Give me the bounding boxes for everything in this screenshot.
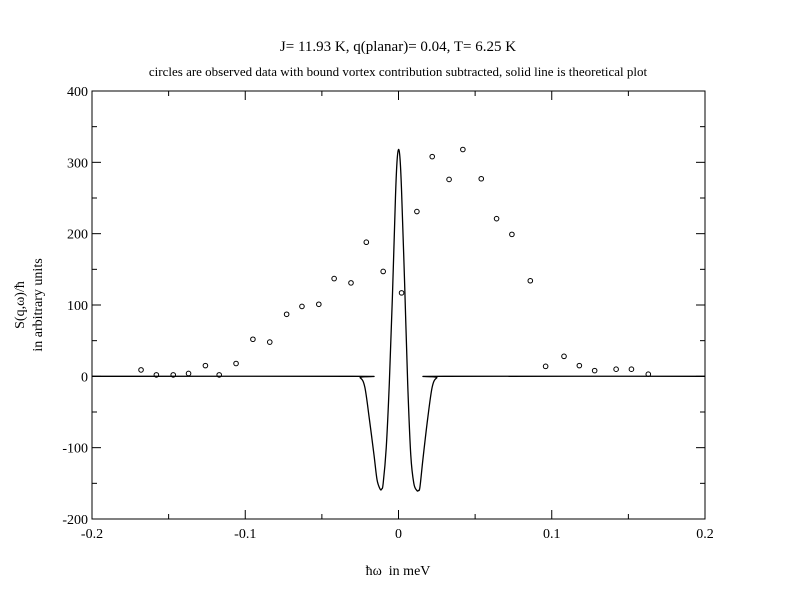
y-tick-label: 400 <box>67 85 88 100</box>
y-tick-label: 100 <box>67 299 88 314</box>
data-point <box>380 268 386 275</box>
data-point <box>138 367 144 373</box>
y-tick-label: -200 <box>62 513 88 528</box>
data-point <box>185 370 192 377</box>
y-tick-label: -100 <box>62 442 88 457</box>
data-point <box>202 362 209 369</box>
data-point <box>628 366 635 373</box>
y-axis-label-line2: in arbitrary units <box>31 258 46 351</box>
data-point <box>493 215 500 222</box>
plot-area <box>91 146 706 492</box>
plot-frame <box>91 90 706 520</box>
data-point <box>266 339 273 345</box>
x-tick-label: 0.2 <box>696 527 714 542</box>
data-point <box>331 275 337 282</box>
data-point <box>398 290 405 296</box>
data-point <box>509 231 515 238</box>
y-tick-label: 200 <box>67 228 88 243</box>
x-tick-label: 0 <box>395 527 402 542</box>
y-axis: -200 -100 0 100 200 300 400 <box>62 85 705 528</box>
data-point <box>527 277 534 284</box>
data-point <box>348 280 354 286</box>
chart-title: J= 11.93 K, q(planar)= 0.04, T= 6.25 K <box>280 39 516 55</box>
data-point <box>233 360 239 367</box>
data-point <box>414 208 420 215</box>
data-point <box>216 372 222 378</box>
chart-subtitle: circles are observed data with bound vor… <box>149 64 648 79</box>
y-tick-label: 0 <box>81 370 88 385</box>
x-tick-label: -0.2 <box>81 527 103 542</box>
data-point <box>283 311 290 318</box>
data-point <box>576 362 583 369</box>
data-point <box>542 363 549 370</box>
y-axis-label-line1: S(q,ω)/ħ <box>13 281 28 329</box>
data-point <box>591 367 598 374</box>
x-axis: -0.2 -0.1 0 0.1 0.2 <box>81 91 714 542</box>
x-tick-label: 0.1 <box>543 527 561 542</box>
data-point <box>446 176 452 183</box>
data-point <box>299 303 305 310</box>
y-axis-label: S(q,ω)/ħ in arbitrary units <box>13 258 46 351</box>
data-point <box>316 301 322 308</box>
data-point <box>363 239 370 246</box>
data-point <box>561 353 567 360</box>
data-point <box>153 372 160 378</box>
x-tick-label: -0.1 <box>234 527 256 542</box>
y-tick-label: 300 <box>67 156 88 171</box>
data-point <box>613 366 619 373</box>
data-point <box>429 153 436 160</box>
theory-line <box>91 148 706 492</box>
data-point <box>460 146 466 153</box>
data-point <box>170 372 177 378</box>
data-point <box>250 336 256 343</box>
x-axis-label: ħω in meV <box>366 564 431 579</box>
data-point <box>478 175 485 182</box>
